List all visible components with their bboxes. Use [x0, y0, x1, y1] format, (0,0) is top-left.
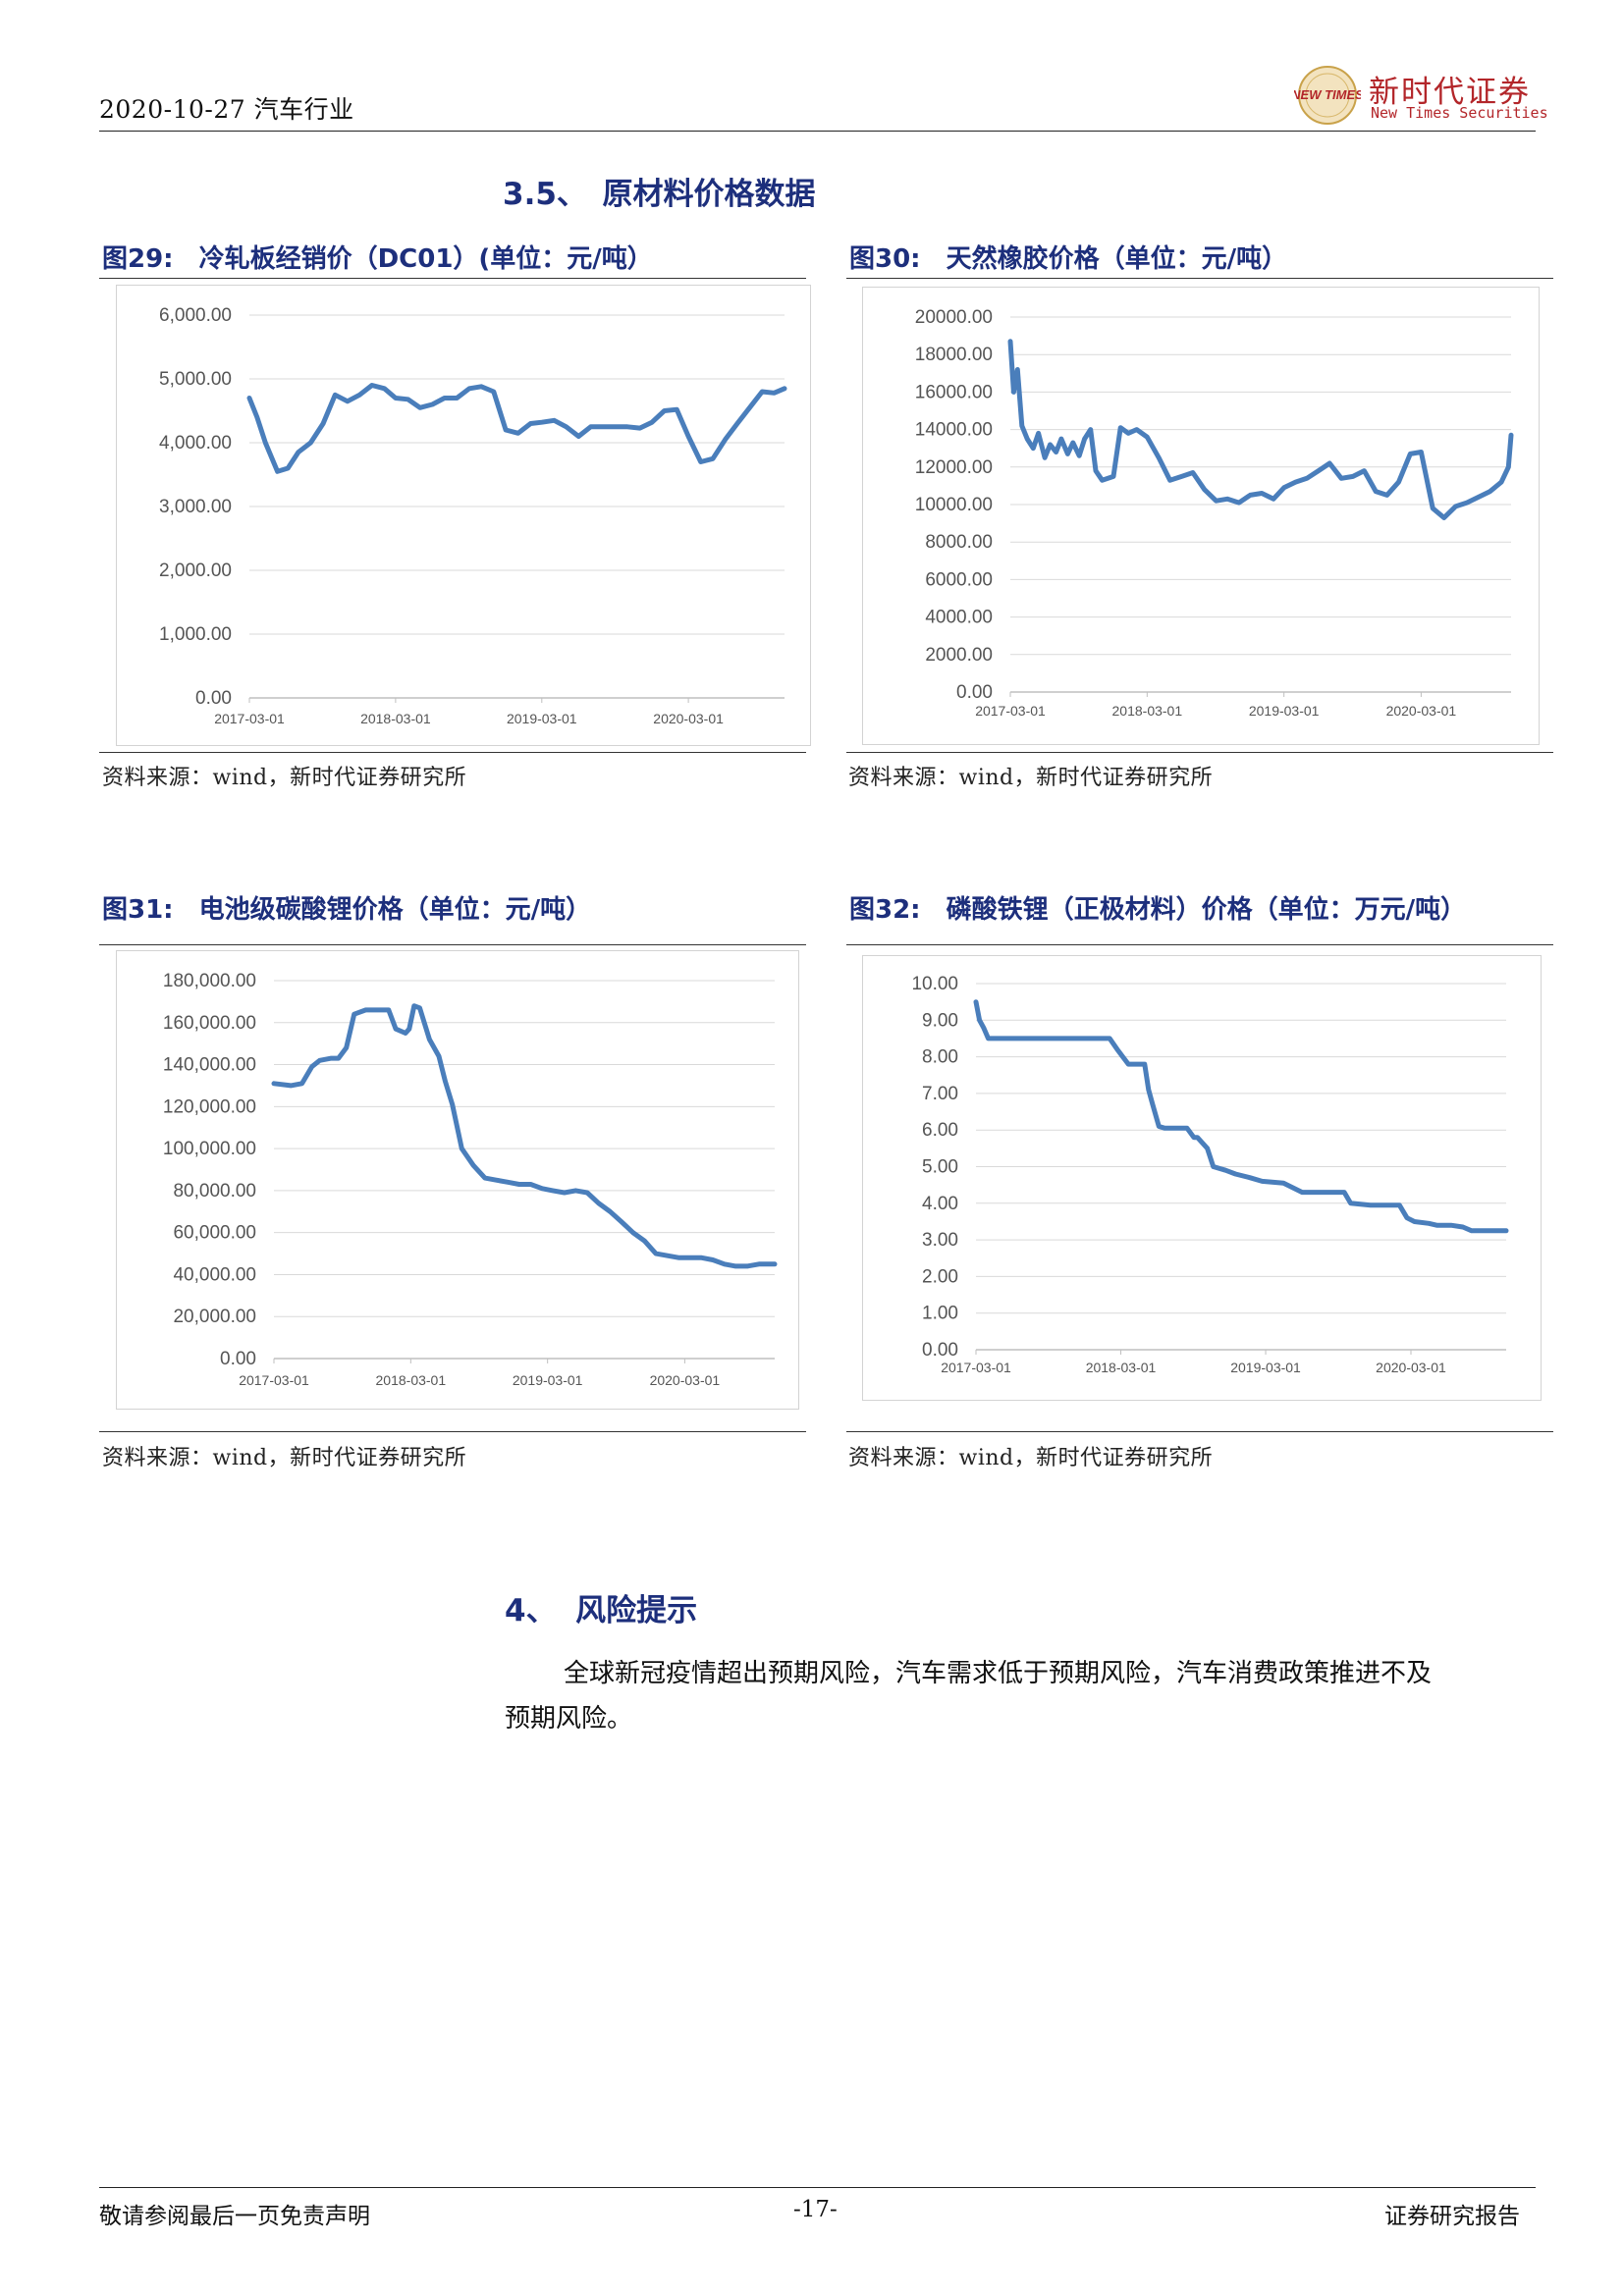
x-tick-label: 2019-03-01 — [1249, 703, 1320, 719]
x-tick-label: 2017-03-01 — [975, 703, 1046, 719]
y-tick-label: 0.00 — [922, 1340, 958, 1361]
x-tick-label: 2020-03-01 — [1386, 703, 1457, 719]
y-tick-label: 160,000.00 — [163, 1013, 256, 1034]
y-tick-label: 8000.00 — [925, 532, 993, 553]
x-tick-label: 2019-03-01 — [1230, 1360, 1301, 1375]
y-tick-label: 20000.00 — [915, 307, 993, 328]
y-tick-label: 4000.00 — [925, 608, 993, 628]
y-tick-label: 6.00 — [922, 1120, 958, 1141]
figure-31-chart: 0.00 20,000.00 40,000.00 60,000.00 80,000.00… — [116, 950, 799, 1410]
header-rule — [99, 131, 1536, 132]
figure-31-source: 资料来源：wind，新时代证券研究所 — [102, 1446, 467, 1470]
y-tick-label: 120,000.00 — [163, 1096, 256, 1117]
series-line — [246, 383, 787, 474]
y-tick-label: 4.00 — [922, 1194, 958, 1214]
footer-rule — [99, 2187, 1536, 2188]
y-tick-label: 40,000.00 — [173, 1264, 256, 1285]
x-tick-label: 2018-03-01 — [360, 711, 431, 726]
y-tick-label: 140,000.00 — [163, 1055, 256, 1076]
figure-30-bottom-rule — [846, 752, 1553, 753]
series-line — [271, 1003, 778, 1269]
figure-31-bottom-rule — [99, 1431, 806, 1432]
y-tick-label: 1,000.00 — [159, 624, 232, 645]
section-title: 原材料价格数据 — [602, 177, 816, 212]
y-tick-label: 16000.00 — [915, 382, 993, 402]
y-tick-label: 10.00 — [911, 974, 958, 994]
x-tick-label: 2019-03-01 — [513, 1372, 583, 1388]
footer-report-type: 证券研究报告 — [1384, 2204, 1520, 2229]
y-tick-label: 6000.00 — [925, 569, 993, 590]
figure-32-rule — [846, 944, 1553, 945]
y-tick-label: 0.00 — [195, 688, 232, 709]
y-tick-label: 3.00 — [922, 1230, 958, 1251]
figure-32-bottom-rule — [846, 1431, 1553, 1432]
y-tick-label: 2000.00 — [925, 645, 993, 666]
y-tick-label: 5.00 — [922, 1157, 958, 1178]
company-english-name: New Times Securities — [1371, 104, 1548, 122]
risk-paragraph-line-2: 预期风险。 — [505, 1704, 633, 1734]
risk-paragraph-line-1: 全球新冠疫情超出预期风险，汽车需求低于预期风险，汽车消费政策推进不及 — [564, 1659, 1433, 1688]
y-tick-label: 0.00 — [220, 1349, 256, 1369]
svg-text:NEW TIMES: NEW TIMES — [1294, 87, 1361, 102]
header-date-industry: 2020-10-27 汽车行业 — [99, 95, 354, 124]
y-tick-label: 18000.00 — [915, 345, 993, 365]
section-title: 风险提示 — [575, 1593, 698, 1629]
x-tick-label: 2019-03-01 — [507, 711, 577, 726]
y-tick-label: 10000.00 — [915, 495, 993, 515]
x-tick-label: 2020-03-01 — [1376, 1360, 1446, 1375]
section-4-heading: 4、 风险提示 — [505, 1585, 697, 1629]
x-tick-label: 2018-03-01 — [376, 1372, 447, 1388]
x-tick-label: 2020-03-01 — [653, 711, 724, 726]
y-tick-label: 6,000.00 — [159, 305, 232, 326]
series-line — [973, 999, 1509, 1234]
y-tick-label: 4,000.00 — [159, 433, 232, 454]
y-tick-label: 5,000.00 — [159, 369, 232, 390]
y-tick-label: 9.00 — [922, 1010, 958, 1031]
y-tick-label: 100,000.00 — [163, 1139, 256, 1159]
figure-30-title: 图30: 天然橡胶价格（单位：元/吨） — [849, 244, 1288, 274]
footer-disclaimer-note: 敬请参阅最后一页免责声明 — [99, 2204, 370, 2229]
figure-31-rule — [99, 944, 806, 945]
page-number: -17- — [793, 2197, 838, 2222]
y-tick-label: 12000.00 — [915, 457, 993, 478]
figure-29-source: 资料来源：wind，新时代证券研究所 — [102, 766, 467, 790]
company-name: 新时代证券 — [1369, 75, 1531, 110]
figure-31-title: 图31: 电池级碳酸锂价格（单位：元/吨） — [102, 895, 592, 925]
x-tick-label: 2020-03-01 — [650, 1372, 721, 1388]
x-tick-label: 2018-03-01 — [1112, 703, 1183, 719]
x-tick-label: 2017-03-01 — [239, 1372, 309, 1388]
y-tick-label: 180,000.00 — [163, 971, 256, 991]
figure-30-rule — [846, 278, 1553, 279]
y-tick-label: 0.00 — [956, 682, 993, 703]
figure-30-source: 资料来源：wind，新时代证券研究所 — [848, 766, 1214, 790]
x-tick-label: 2017-03-01 — [214, 711, 285, 726]
y-tick-label: 14000.00 — [915, 420, 993, 441]
y-tick-label: 3,000.00 — [159, 497, 232, 517]
y-tick-label: 80,000.00 — [173, 1181, 256, 1201]
x-tick-label: 2017-03-01 — [941, 1360, 1011, 1375]
figure-29-chart: 0.00 1,000.00 2,000.00 3,000.00 4,000.00 5,00… — [116, 285, 811, 746]
figure-32-title: 图32: 磷酸铁锂（正极材料）价格（单位：万元/吨） — [849, 895, 1467, 925]
section-number: 4、 — [505, 1593, 557, 1629]
figure-29-bottom-rule — [99, 752, 806, 753]
y-tick-label: 60,000.00 — [173, 1223, 256, 1244]
figure-32-chart: 0.00 1.00 2.00 3.00 4.00 5.00 6.00 7.00 8.00 9.00… — [862, 955, 1542, 1401]
y-tick-label: 2.00 — [922, 1266, 958, 1287]
figure-30-chart: 0.00 2000.00 4000.00 6000.00 8000.00 10000.00… — [862, 287, 1540, 745]
x-tick-label: 2018-03-01 — [1086, 1360, 1157, 1375]
section-number: 3.5、 — [503, 177, 587, 212]
y-tick-label: 7.00 — [922, 1084, 958, 1104]
section-3-5-heading: 3.5、 原材料价格数据 — [503, 169, 816, 213]
logo-mark: NEW TIMES — [1291, 65, 1364, 126]
figure-29-rule — [99, 278, 806, 279]
y-tick-label: 8.00 — [922, 1047, 958, 1068]
y-tick-label: 1.00 — [922, 1304, 958, 1324]
figure-32-source: 资料来源：wind，新时代证券研究所 — [848, 1446, 1214, 1470]
series-line — [1007, 339, 1514, 520]
y-tick-label: 20,000.00 — [173, 1307, 256, 1327]
y-tick-label: 2,000.00 — [159, 561, 232, 581]
figure-29-title: 图29: 冷轧板经销价（DC01）(单位：元/吨） — [102, 244, 653, 274]
